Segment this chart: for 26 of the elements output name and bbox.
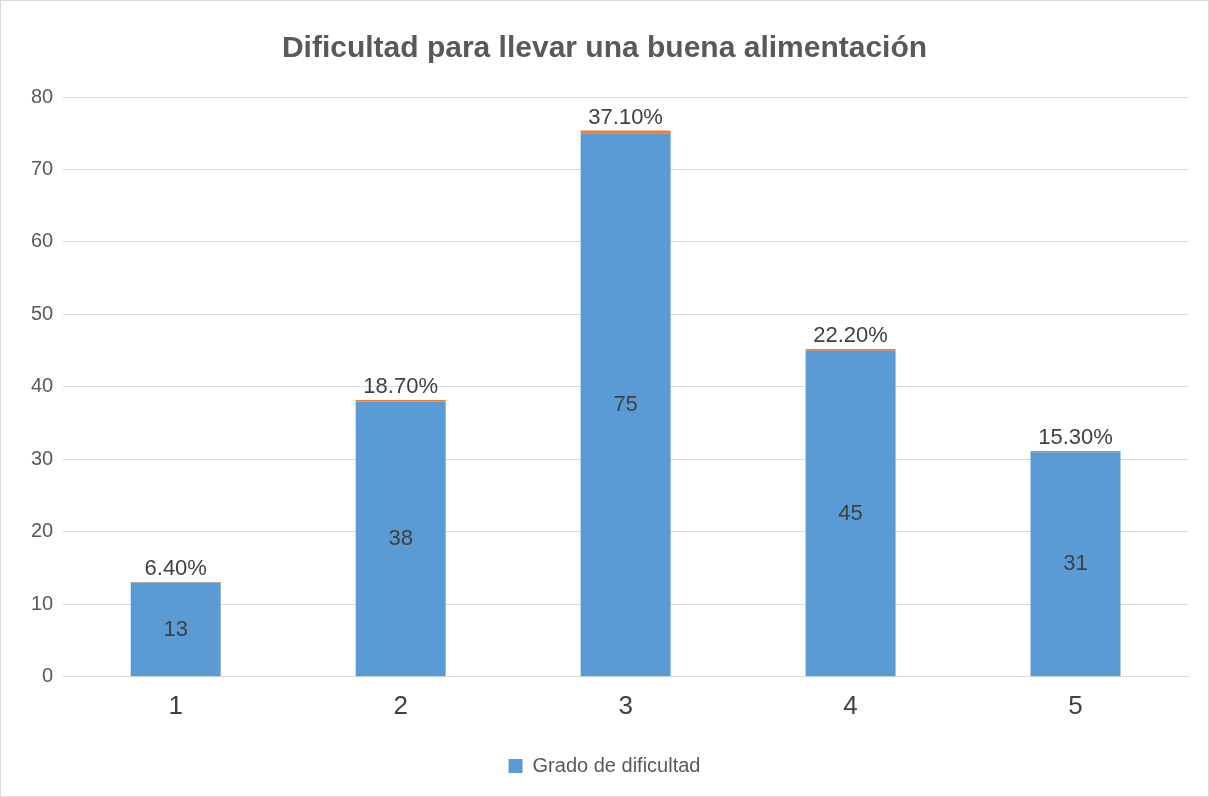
y-tick-label: 70 (31, 156, 54, 179)
y-tick-label: 60 (31, 229, 54, 252)
y-tick-label: 20 (31, 519, 54, 542)
x-tick-label: 5 (1068, 689, 1083, 720)
data-label: 15.30% (1038, 424, 1113, 450)
x-tick-label: 1 (168, 689, 183, 720)
y-tick-label: 50 (31, 301, 54, 324)
x-tick-label: 2 (393, 689, 408, 720)
data-label: 45 (838, 499, 863, 525)
data-label: 22.20% (813, 322, 888, 348)
legend-label: Grado de dificultad (532, 753, 701, 776)
data-label: 75 (613, 390, 638, 416)
data-label: 38 (388, 524, 413, 550)
x-tick-label: 3 (618, 689, 633, 720)
y-tick-label: 40 (31, 374, 54, 397)
data-label: 13 (163, 615, 188, 641)
data-label: 6.40% (144, 555, 207, 581)
x-tick-label: 4 (843, 689, 858, 720)
data-label: 31 (1063, 550, 1088, 576)
y-tick-label: 0 (42, 664, 54, 687)
data-label: 18.70% (363, 373, 438, 399)
y-tick-label: 10 (31, 591, 54, 614)
chart-title: Dificultad para llevar una buena alimentación (281, 30, 928, 64)
data-label: 37.10% (588, 103, 663, 129)
y-tick-label: 30 (31, 446, 54, 469)
y-tick-label: 80 (31, 84, 54, 107)
